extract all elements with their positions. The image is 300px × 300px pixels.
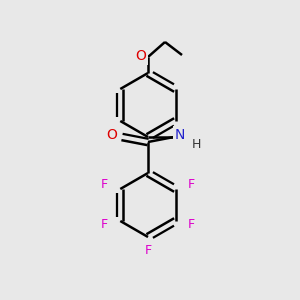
Text: O: O bbox=[106, 128, 117, 142]
Text: H: H bbox=[192, 137, 201, 151]
Text: F: F bbox=[188, 218, 195, 232]
Text: F: F bbox=[188, 178, 195, 191]
Text: F: F bbox=[144, 244, 152, 257]
Text: F: F bbox=[101, 178, 108, 191]
Text: F: F bbox=[101, 218, 108, 232]
Text: N: N bbox=[175, 128, 185, 142]
Text: O: O bbox=[135, 49, 146, 63]
